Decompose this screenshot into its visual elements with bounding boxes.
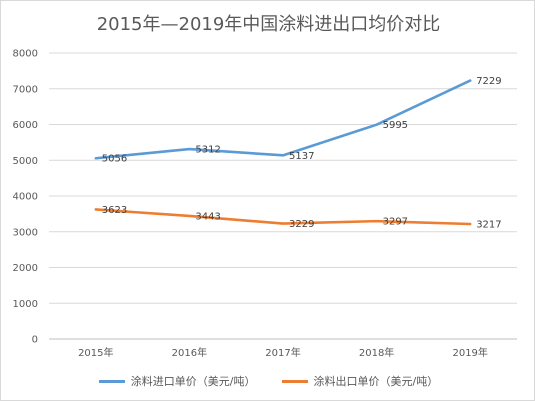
data-label-1-1: 3443 — [195, 211, 220, 222]
x-tick-label-4: 2019年 — [452, 346, 487, 359]
y-tick-label-6: 6000 — [13, 120, 38, 131]
y-tick-label-7: 7000 — [13, 84, 38, 95]
data-label-1-3: 3297 — [383, 217, 408, 228]
data-labels: 5056 5312 5137 5995 7229 3623 3443 3229 3297 3217 — [102, 76, 502, 230]
series-lines — [94, 79, 472, 226]
data-label-0-1: 5312 — [195, 145, 220, 156]
data-label-1-4: 3217 — [476, 219, 501, 230]
y-tick-label-2: 2000 — [13, 263, 38, 274]
legend-swatch-export — [281, 379, 308, 383]
y-tick-label-0: 0 — [32, 335, 38, 346]
y-tick-label-1: 1000 — [13, 299, 38, 310]
x-tick-label-1: 2016年 — [172, 346, 207, 359]
data-label-1-2: 3229 — [289, 219, 314, 230]
data-label-1-0: 3623 — [102, 205, 127, 216]
series-line-0 — [94, 79, 472, 160]
axes: 0 1000 2000 3000 4000 5000 6000 7000 8000 2015年 20… — [13, 49, 517, 359]
x-tick-label-2: 2017年 — [265, 346, 300, 359]
series-line-1 — [94, 208, 472, 226]
legend: 涂料进口单价（美元/吨） 涂料出口单价（美元/吨） — [1, 373, 534, 389]
data-label-0-4: 7229 — [476, 76, 501, 87]
legend-swatch-import — [98, 379, 125, 383]
data-label-0-2: 5137 — [289, 151, 314, 162]
y-tick-label-5: 5000 — [13, 156, 38, 167]
chart-title: 2015年—2019年中国涂料进出口均价对比 — [96, 14, 441, 35]
x-tick-label-3: 2018年 — [359, 346, 394, 359]
legend-label-export: 涂料出口单价（美元/吨） — [313, 375, 439, 388]
x-tick-label-0: 2015年 — [78, 346, 113, 359]
gridlines — [49, 52, 517, 304]
legend-item-export: 涂料出口单价（美元/吨） — [281, 373, 439, 389]
legend-item-import: 涂料进口单价（美元/吨） — [98, 373, 256, 389]
legend-label-import: 涂料进口单价（美元/吨） — [130, 375, 256, 388]
data-label-0-0: 5056 — [102, 154, 127, 165]
data-label-0-3: 5995 — [383, 120, 408, 131]
y-tick-label-8: 8000 — [13, 49, 38, 60]
y-tick-label-4: 4000 — [13, 192, 38, 203]
y-tick-label-3: 3000 — [13, 227, 38, 238]
